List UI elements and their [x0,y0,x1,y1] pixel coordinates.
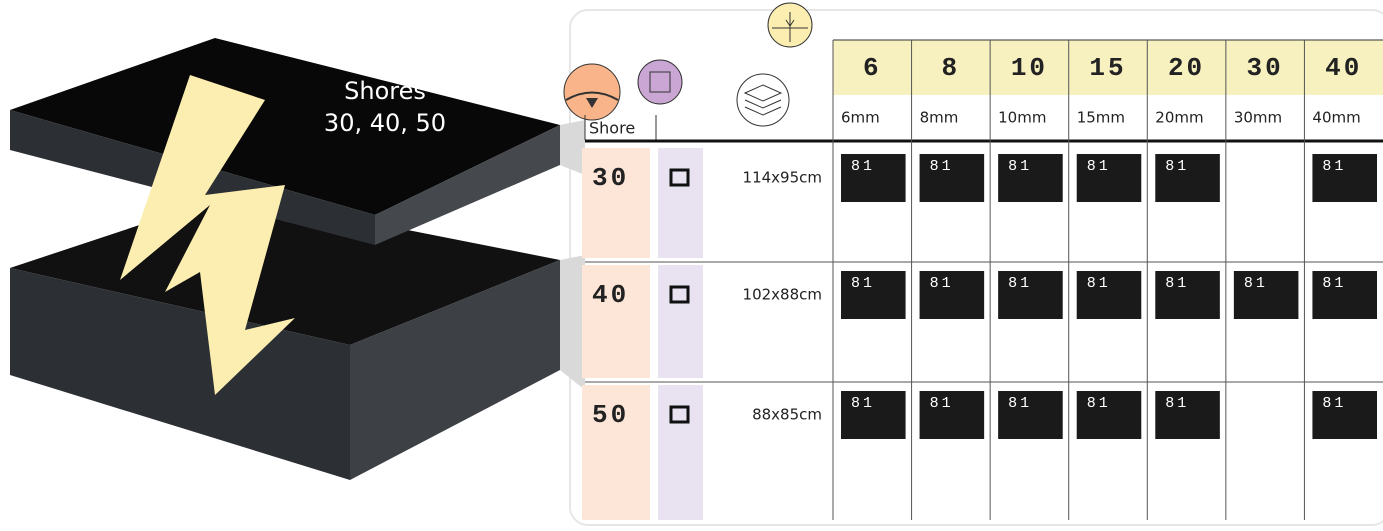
code: 81 [1322,275,1346,292]
code-box [998,391,1063,439]
format-icon [649,71,671,93]
code: 81 [1008,275,1032,292]
code: 81 [1008,395,1032,412]
size: 88x85cm [752,406,822,424]
code: 81 [1087,158,1111,175]
code: 81 [930,275,954,292]
code-box [841,391,906,439]
slab-bottom [10,195,560,480]
square-icon [669,285,690,304]
code: 81 [1244,275,1268,292]
shore: 30 [592,163,629,193]
code: 81 [851,395,875,412]
code-box [1155,271,1220,319]
code-box [998,271,1063,319]
code: 81 [930,395,954,412]
code: 81 [1322,158,1346,175]
slab-label: 30, 40, 50 [324,109,446,137]
code-box [919,271,985,319]
code-box [841,271,906,319]
thickness-icon [772,12,808,42]
code: 81 [1165,275,1189,292]
thickness: 10 [1011,53,1048,83]
code-box [1155,391,1220,439]
square-icon [669,405,690,424]
code-box [1312,154,1377,202]
code-box [841,154,906,202]
thickness-mm: 40mm [1312,109,1360,127]
thickness-mm: 20mm [1155,109,1203,127]
code: 81 [851,275,875,292]
connector [560,255,585,390]
shore: 50 [592,400,629,430]
thickness: 20 [1168,53,1205,83]
code-box [1076,154,1142,202]
code: 81 [1165,158,1189,175]
shore-cell [582,385,650,520]
shore-header: Shore [589,119,635,138]
thickness: 6 [863,53,882,83]
code-box [1233,271,1299,319]
slab-top [10,38,560,245]
code: 81 [1322,395,1346,412]
code-box [919,391,985,439]
connector [560,120,585,175]
size: 114x95cm [743,169,822,187]
size: 102x88cm [743,286,822,304]
thickness-mm: 30mm [1234,109,1282,127]
square-icon [669,168,690,187]
code: 81 [1087,275,1111,292]
format-cell [658,265,703,378]
code-box [1076,391,1142,439]
code: 81 [1165,395,1189,412]
code-box [919,154,985,202]
thickness-mm: 15mm [1077,109,1125,127]
layers-icon [743,84,783,116]
slab-label: Shores [344,77,426,105]
thickness-mm: 6mm [841,109,880,127]
thickness: 40 [1325,53,1362,83]
shore-cell [582,265,650,378]
code: 81 [930,158,954,175]
format-cell [658,148,703,258]
thickness-mm: 10mm [998,109,1046,127]
code: 81 [1087,395,1111,412]
shore-icon [565,91,619,101]
layers-icon [736,73,790,127]
format-icon [637,59,683,105]
code-box [1155,154,1220,202]
code: 81 [1008,158,1032,175]
format-cell [658,385,703,520]
shore: 40 [592,280,629,310]
thickness: 30 [1247,53,1284,83]
header-band [833,40,1383,95]
code-box [1076,271,1142,319]
shore-cell [582,148,650,258]
code-box [1312,271,1377,319]
thickness: 15 [1089,53,1126,83]
code-box [1312,391,1377,439]
code-box [998,154,1063,202]
thickness-mm: 8mm [920,109,959,127]
shore-icon [586,98,598,108]
code: 81 [851,158,875,175]
thickness: 8 [942,53,961,83]
lightning-bolt [120,75,295,395]
